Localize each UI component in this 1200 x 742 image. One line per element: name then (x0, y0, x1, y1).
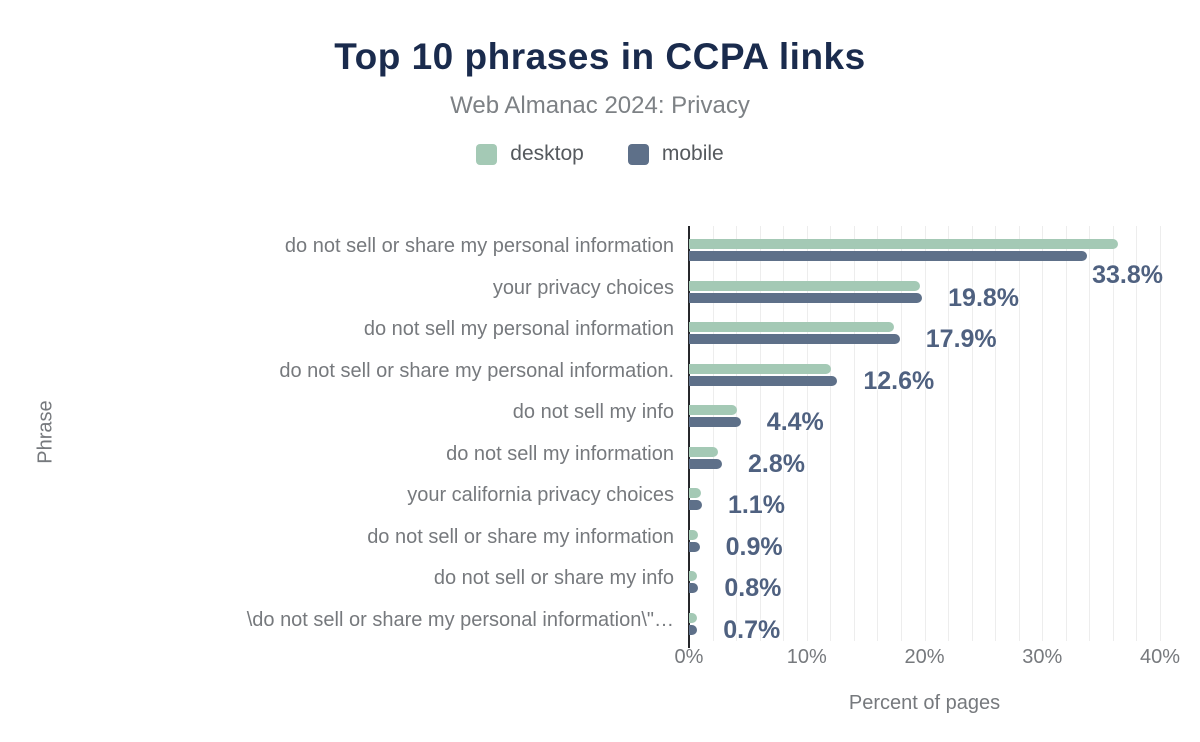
bar-desktop[interactable] (689, 529, 699, 540)
gridline (900, 226, 902, 641)
gridline (783, 226, 785, 641)
x-tick-label: 20% (904, 646, 945, 668)
legend-label: mobile (661, 142, 724, 165)
data-label: 0.9% (725, 532, 783, 561)
gridline (736, 226, 738, 641)
data-label: 17.9% (925, 325, 997, 353)
bar-desktop[interactable] (689, 405, 738, 415)
gridline (712, 226, 714, 641)
gridline (1089, 226, 1091, 641)
bar-desktop[interactable] (689, 280, 920, 291)
data-label: 4.4% (766, 408, 824, 436)
bar-desktop[interactable] (689, 446, 719, 457)
bar-desktop[interactable] (689, 488, 701, 498)
bar-mobile[interactable] (689, 292, 923, 303)
category-labels: do not sell or share my personal informa… (0, 226, 681, 641)
legend-swatch-mobile (627, 143, 649, 165)
gridline (806, 226, 808, 641)
bar-desktop[interactable] (689, 612, 698, 623)
legend-swatch-desktop (476, 143, 498, 165)
gridline (971, 226, 973, 641)
data-label: 0.8% (724, 574, 782, 602)
data-label: 2.8% (747, 449, 805, 478)
legend-item-desktop[interactable]: desktop (476, 142, 584, 166)
gridline (1136, 226, 1138, 641)
data-label: 33.8% (1092, 261, 1163, 289)
gridline (1065, 226, 1067, 641)
data-label: 19.8% (948, 283, 1020, 312)
bar-mobile[interactable] (689, 624, 698, 635)
category-label: your california privacy choices (407, 484, 674, 507)
bar-group: 12.6% (689, 351, 1160, 395)
legend-label: desktop (510, 142, 584, 165)
bar-group: 4.4% (689, 392, 1160, 436)
category-label: your privacy choices (492, 276, 674, 299)
category-label: do not sell or share my personal informa… (279, 359, 674, 382)
x-tick-label: 40% (1139, 646, 1181, 668)
bar-group: 0.8% (689, 558, 1160, 602)
plot-area: 33.8% 19.8% 17.9% 12.6% 4.4% 2.8% 1.1% 0.9% 0.8%… (688, 226, 1163, 648)
gridline (1018, 226, 1020, 641)
category-label: do not sell my personal information (363, 318, 674, 341)
legend-item-mobile[interactable]: mobile (627, 142, 724, 166)
bar-mobile[interactable] (689, 583, 699, 593)
bar-desktop[interactable] (689, 322, 894, 332)
gridline (759, 226, 761, 641)
bar-group: 1.1% (689, 475, 1160, 519)
data-label: 12.6% (863, 366, 935, 395)
category-label: do not sell or share my personal informa… (284, 235, 674, 258)
bar-group: 19.8% (689, 268, 1160, 312)
bar-group: 33.8% (689, 226, 1163, 288)
gridline (853, 226, 855, 641)
bar-desktop[interactable] (689, 239, 1118, 249)
gridline (1112, 226, 1114, 641)
x-tick-label: 10% (786, 646, 827, 668)
chart-subtitle: Web Almanac 2024: Privacy (450, 92, 750, 119)
gridline (877, 226, 879, 641)
y-axis-line (688, 226, 690, 648)
legend: desktop mobile (0, 142, 1200, 166)
category-label: do not sell or share my info (433, 567, 674, 590)
bar-mobile[interactable] (689, 458, 722, 469)
category-label: do not sell or share my information (367, 525, 674, 548)
x-tick-label: 30% (1022, 646, 1063, 668)
gridline (995, 226, 997, 641)
gridline (1160, 226, 1161, 641)
bar-desktop[interactable] (689, 571, 698, 581)
x-axis-title: Percent of pages (848, 692, 1001, 714)
bar-desktop[interactable] (689, 363, 832, 374)
bar-mobile[interactable] (689, 500, 702, 510)
bar-group: 0.7% (689, 600, 1160, 644)
gridline (1042, 226, 1044, 641)
bar-mobile[interactable] (689, 334, 900, 344)
chart-title: Top 10 phrases in CCPA links (334, 36, 866, 77)
gridline (924, 226, 926, 641)
gridline (830, 226, 832, 641)
bar-mobile[interactable] (689, 251, 1087, 261)
bar-mobile[interactable] (689, 541, 700, 552)
x-tick-label: 0% (674, 646, 704, 668)
x-axis-ticks: 0% 10% 20% 30% 40% (675, 646, 1180, 670)
data-label: 0.7% (723, 615, 781, 644)
bar-group: 17.9% (689, 309, 1160, 353)
category-label: do not sell my information (446, 442, 674, 465)
data-label: 1.1% (727, 491, 785, 519)
category-label: \do not sell or share my personal inform… (246, 608, 674, 631)
bar-group: 0.9% (689, 517, 1160, 561)
category-label: do not sell my info (512, 401, 674, 424)
bar-group: 2.8% (689, 434, 1160, 478)
gridline (948, 226, 950, 641)
bar-mobile[interactable] (689, 375, 838, 386)
bar-mobile[interactable] (689, 417, 741, 427)
